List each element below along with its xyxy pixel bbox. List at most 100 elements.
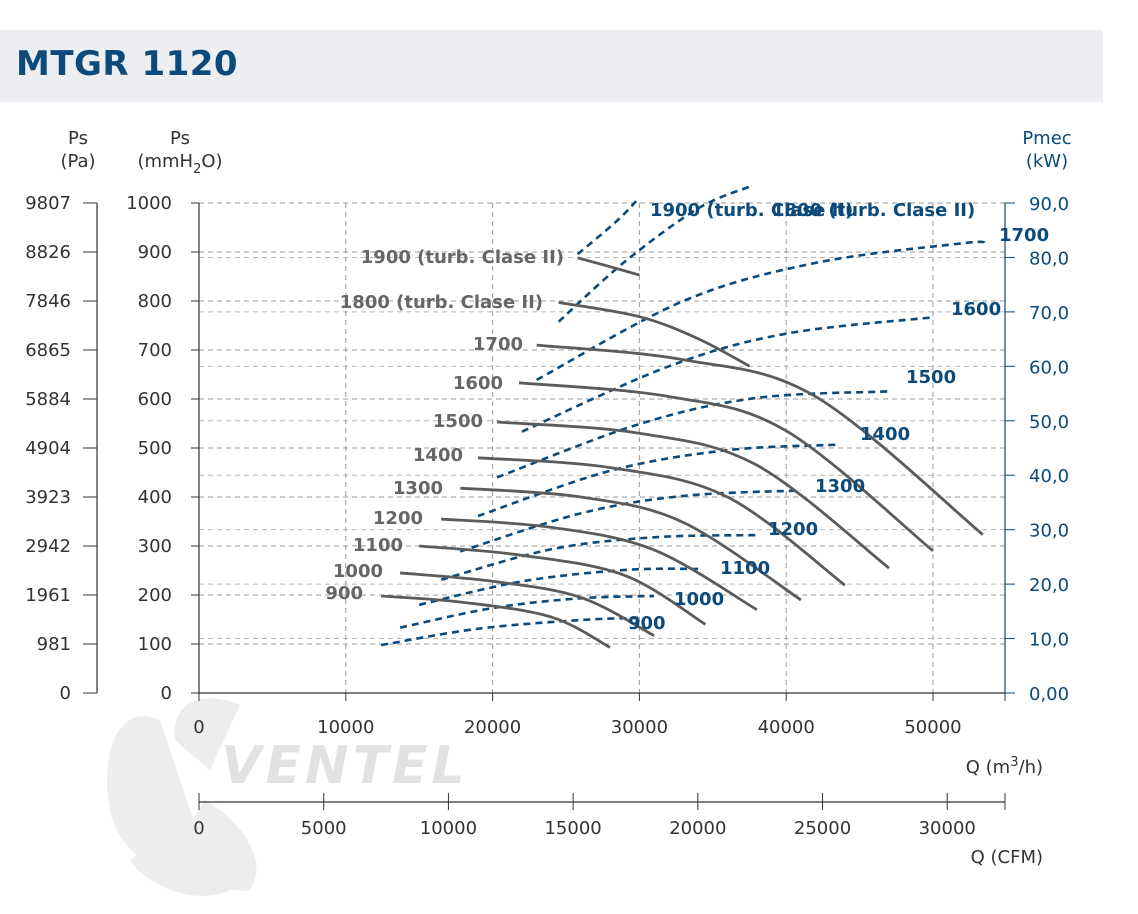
- x-tick-label-m3h: 20000: [464, 717, 521, 738]
- y-tick-label-mmh2o: 400: [138, 487, 172, 508]
- power-curve-1900: [576, 196, 641, 256]
- y-tick-label-mmh2o: 700: [138, 340, 172, 361]
- power-curve-1700: [536, 240, 987, 382]
- power-curve-1500: [496, 390, 890, 479]
- pressure-curve-1400: [477, 456, 846, 587]
- x-tick-label-m3h: 30000: [611, 717, 668, 738]
- pressure-label-900: 900: [325, 583, 363, 604]
- y2-tick-label: 10,0: [1029, 630, 1069, 651]
- ps-mm-unit-sub: 2: [193, 162, 201, 177]
- pressure-curve-1800: [558, 301, 751, 368]
- y2-tick-label: 80,0: [1029, 248, 1069, 269]
- pressure-label-1900: 1900 (turb. Clase II): [361, 247, 564, 268]
- q-m3h-label-sup: 3: [1010, 755, 1018, 770]
- tick-labels: 0 0 100 981 200 1961 300 2942 400 3923 500 4904 600 5…: [25, 193, 1069, 839]
- y2-tick-label: 40,0: [1029, 466, 1069, 487]
- y2-tick-label: 90,0: [1029, 194, 1069, 215]
- pressure-curve-900: [380, 594, 611, 649]
- pressure-label-1100: 1100: [353, 535, 403, 556]
- power-label-1500: 1500: [906, 367, 956, 388]
- power-curve-1400: [477, 443, 838, 518]
- y-tick-label-pa: 3923: [25, 487, 71, 508]
- y-tick-label-mmh2o: 300: [138, 536, 172, 557]
- y-tick-label-pa: 0: [60, 683, 71, 704]
- x-tick-label-m3h: 50000: [904, 717, 961, 738]
- ps-mm-unit: (mmH2O): [137, 151, 222, 177]
- q-cfm-label: Q (CFM): [971, 847, 1043, 868]
- pressure-label-1800: 1800 (turb. Clase II): [340, 292, 543, 313]
- pressure-label-1400: 1400: [413, 445, 463, 466]
- pressure-label-1300: 1300: [393, 478, 443, 499]
- pressure-curve-1000: [399, 571, 655, 637]
- ps-pa-title: Ps: [68, 128, 88, 149]
- pressure-curve-1200: [441, 517, 758, 611]
- y-tick-label-mmh2o: 1000: [126, 193, 172, 214]
- y-tick-label-pa: 5884: [25, 389, 71, 410]
- pressure-curve-1600: [518, 381, 934, 552]
- x-tick-label-m3h: 10000: [317, 717, 374, 738]
- ps-mm-unit-a: (mmH: [137, 151, 193, 172]
- q-m3h-label-b: /h): [1019, 757, 1044, 778]
- x-tick-label-cfm: 5000: [301, 818, 347, 839]
- pressure-label-1600: 1600: [453, 373, 503, 394]
- grid-lines: [199, 202, 1005, 693]
- y-tick-label-pa: 8826: [25, 242, 71, 263]
- pressure-curve-1500: [496, 420, 890, 570]
- q-m3h-label-a: Q (m: [966, 757, 1010, 778]
- y-tick-label-pa: 7846: [25, 291, 71, 312]
- y-tick-label-mmh2o: 500: [138, 438, 172, 459]
- ps-pa-unit: (Pa): [60, 151, 95, 172]
- power-curve-900: [380, 616, 640, 647]
- power-label-900: 900: [628, 613, 666, 634]
- x-tick-label-cfm: 25000: [794, 818, 851, 839]
- y-tick-label-mmh2o: 0: [161, 683, 172, 704]
- pmec-unit: (kW): [1026, 151, 1068, 172]
- x-tick-label-cfm: 15000: [544, 818, 601, 839]
- pressure-curve-1900: [577, 256, 640, 277]
- pressure-curve-1700: [536, 343, 984, 536]
- power-label-1300: 1300: [815, 476, 865, 497]
- curve-labels: 900100011001200130014001500160017001800 …: [325, 200, 1049, 634]
- x-tick-label-cfm: 20000: [669, 818, 726, 839]
- y-tick-label-mmh2o: 600: [138, 389, 172, 410]
- y-tick-label-pa: 9807: [25, 193, 71, 214]
- ventel-fan-logo: [107, 698, 257, 896]
- power-curve-1200: [440, 533, 757, 582]
- axes-lines: [83, 202, 1015, 810]
- y-tick-label-pa: 981: [37, 634, 71, 655]
- ventel-watermark: VENTEL: [221, 736, 468, 796]
- curves: [380, 185, 987, 649]
- y-tick-label-pa: 4904: [25, 438, 71, 459]
- y2-tick-label: 60,0: [1029, 357, 1069, 378]
- power-label-1100: 1100: [720, 558, 770, 579]
- y-tick-label-pa: 2942: [25, 536, 71, 557]
- y2-tick-label: 50,0: [1029, 412, 1069, 433]
- y-tick-label-mmh2o: 900: [138, 242, 172, 263]
- q-m3h-label: Q (m3/h): [966, 755, 1043, 778]
- pressure-label-1500: 1500: [433, 411, 483, 432]
- y-tick-label-mmh2o: 800: [138, 291, 172, 312]
- pressure-label-1000: 1000: [333, 561, 383, 582]
- power-label-1400: 1400: [860, 424, 910, 445]
- pressure-label-1700: 1700: [473, 334, 523, 355]
- y2-tick-label: 0,00: [1029, 684, 1069, 705]
- y-tick-label-pa: 6865: [25, 340, 71, 361]
- ps-mm-title: Ps: [170, 128, 190, 149]
- power-curve-1600: [521, 316, 934, 433]
- power-curve-1800: [557, 185, 751, 323]
- y2-tick-label: 20,0: [1029, 575, 1069, 596]
- y2-tick-label: 30,0: [1029, 521, 1069, 542]
- power-curve-1100: [418, 567, 699, 607]
- pressure-label-1200: 1200: [373, 508, 423, 529]
- pmec-title: Pmec: [1022, 128, 1071, 149]
- y-tick-label-pa: 1961: [25, 585, 71, 606]
- power-label-1900: 1900 (turb. Clase II): [650, 200, 853, 221]
- x-tick-label-cfm: 30000: [919, 818, 976, 839]
- power-label-1600: 1600: [951, 299, 1001, 320]
- x-tick-label-m3h: 40000: [758, 717, 815, 738]
- y-tick-label-mmh2o: 100: [138, 634, 172, 655]
- x-tick-label-cfm: 10000: [420, 818, 477, 839]
- y-tick-label-mmh2o: 200: [138, 585, 172, 606]
- pressure-curve-1300: [460, 486, 802, 602]
